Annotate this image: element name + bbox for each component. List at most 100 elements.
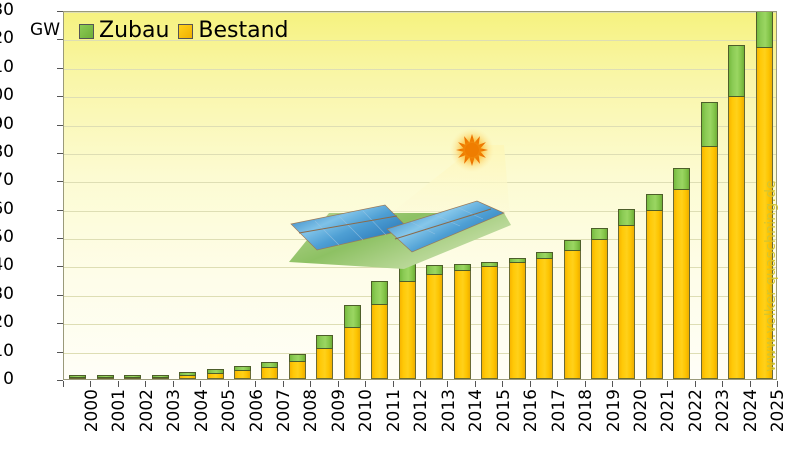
y-axis-tick-label: 50 [0, 227, 14, 248]
legend-item-bestand: Bestand [178, 18, 289, 43]
bar-2012 [398, 12, 416, 379]
x-axis-tick-mark [145, 381, 147, 387]
grid-line [64, 295, 776, 297]
chart-legend: Zubau Bestand [79, 20, 289, 42]
x-axis-tick-label: 2007 [273, 389, 294, 433]
grid-line [64, 352, 776, 354]
bar-segment-bestand [728, 95, 746, 379]
x-axis-tick-label: 2023 [713, 389, 734, 433]
x-axis-tick-mark [639, 381, 641, 387]
x-axis-tick-label: 2025 [768, 389, 789, 433]
legend-item-zubau: Zubau [79, 20, 169, 42]
x-axis-tick-mark [63, 381, 64, 387]
x-axis-tick-label: 2016 [521, 389, 542, 433]
y-axis-tick-mark [57, 238, 63, 240]
x-axis-tick-mark [172, 381, 174, 387]
x-axis-tick-label: 2002 [136, 389, 157, 433]
legend-label-zubau: Zubau [99, 18, 170, 43]
y-axis-tick-label: 30 [0, 283, 14, 304]
bar-2004 [179, 12, 197, 379]
x-axis-tick-mark [777, 381, 778, 387]
x-axis-tick-label: 2015 [493, 389, 514, 433]
bar-2000 [69, 12, 87, 379]
grid-line [64, 324, 776, 326]
x-axis-tick-label: 2009 [328, 389, 349, 433]
bar-segment-bestand [426, 272, 444, 379]
x-axis-tick-mark [557, 381, 559, 387]
bar-segment-zubau [536, 252, 554, 259]
x-axis-tick-mark [90, 381, 92, 387]
bar-2025 [755, 12, 773, 379]
bar-segment-zubau [481, 262, 499, 268]
legend-label-bestand: Bestand [198, 18, 289, 43]
y-axis-tick-mark [57, 124, 63, 126]
x-axis-tick-mark [365, 381, 367, 387]
bar-segment-bestand [700, 145, 718, 379]
y-axis-tick-mark [57, 209, 63, 211]
x-axis-tick-label: 2003 [164, 389, 185, 433]
bar-segment-zubau [234, 366, 251, 372]
grid-line [64, 210, 776, 212]
bar-2009 [316, 12, 334, 379]
bar-segment-zubau [124, 374, 142, 378]
y-axis-tick-label: 90 [0, 113, 14, 134]
bar-2023 [700, 12, 718, 379]
x-axis-tick-label: 2001 [109, 389, 130, 433]
bar-segment-zubau [755, 12, 773, 49]
bar-segment-zubau [398, 258, 416, 283]
grid-line [64, 40, 776, 42]
x-axis-tick-label: 2000 [81, 389, 102, 433]
grid-line [64, 125, 776, 127]
y-axis-tick-mark [57, 294, 63, 296]
bar-2015 [481, 12, 499, 379]
x-axis-tick-label: 2013 [438, 389, 459, 433]
grid-line [64, 68, 776, 70]
y-axis-tick-mark [57, 152, 63, 154]
grid-line [64, 12, 776, 13]
bar-2003 [151, 12, 169, 379]
x-axis-tick-label: 2022 [685, 389, 706, 433]
bar-segment-bestand [288, 359, 306, 379]
bar-segment-zubau [69, 374, 87, 378]
x-axis-tick-mark [337, 381, 339, 387]
grid-line [64, 153, 776, 155]
bar-2007 [261, 12, 279, 379]
x-axis-tick-label: 2006 [246, 389, 267, 433]
bar-2016 [508, 12, 526, 379]
bar-segment-zubau [563, 240, 581, 251]
bar-2006 [234, 12, 251, 379]
bar-segment-zubau [453, 264, 471, 271]
green-square-icon [79, 23, 94, 39]
y-axis-tick-label: 120 [0, 28, 14, 49]
bar-2014 [453, 12, 471, 379]
bar-2017 [536, 12, 554, 379]
bar-segment-bestand [673, 188, 691, 379]
bar-2013 [426, 12, 444, 379]
bar-segment-bestand [508, 261, 526, 379]
bar-segment-zubau [206, 369, 224, 374]
x-axis-tick-mark [749, 381, 751, 387]
x-axis-tick-mark [282, 381, 284, 387]
x-axis-tick-mark [227, 381, 229, 387]
bar-2018 [563, 12, 581, 379]
y-axis-tick-mark [57, 351, 63, 353]
y-axis-tick-label: 80 [0, 141, 14, 162]
x-axis-tick-mark [529, 381, 531, 387]
bar-segment-zubau [96, 374, 114, 378]
bar-segment-bestand [563, 248, 581, 379]
bar-2011 [371, 12, 389, 379]
x-axis-tick-mark [255, 381, 257, 387]
x-axis-tick-label: 2005 [219, 389, 240, 433]
x-axis-tick-label: 2004 [191, 389, 212, 433]
grid-line [64, 239, 776, 241]
x-axis-tick-label: 2017 [548, 389, 569, 433]
bar-segment-bestand [481, 265, 499, 379]
bar-segment-zubau [673, 167, 691, 191]
orange-square-icon [178, 23, 194, 39]
bar-segment-bestand [645, 208, 663, 379]
x-axis-tick-label: 2020 [630, 389, 651, 433]
bar-segment-bestand [371, 303, 389, 379]
x-axis-tick-label: 2011 [383, 389, 404, 433]
bar-segment-zubau [618, 208, 636, 226]
x-axis-tick-mark [200, 381, 202, 387]
